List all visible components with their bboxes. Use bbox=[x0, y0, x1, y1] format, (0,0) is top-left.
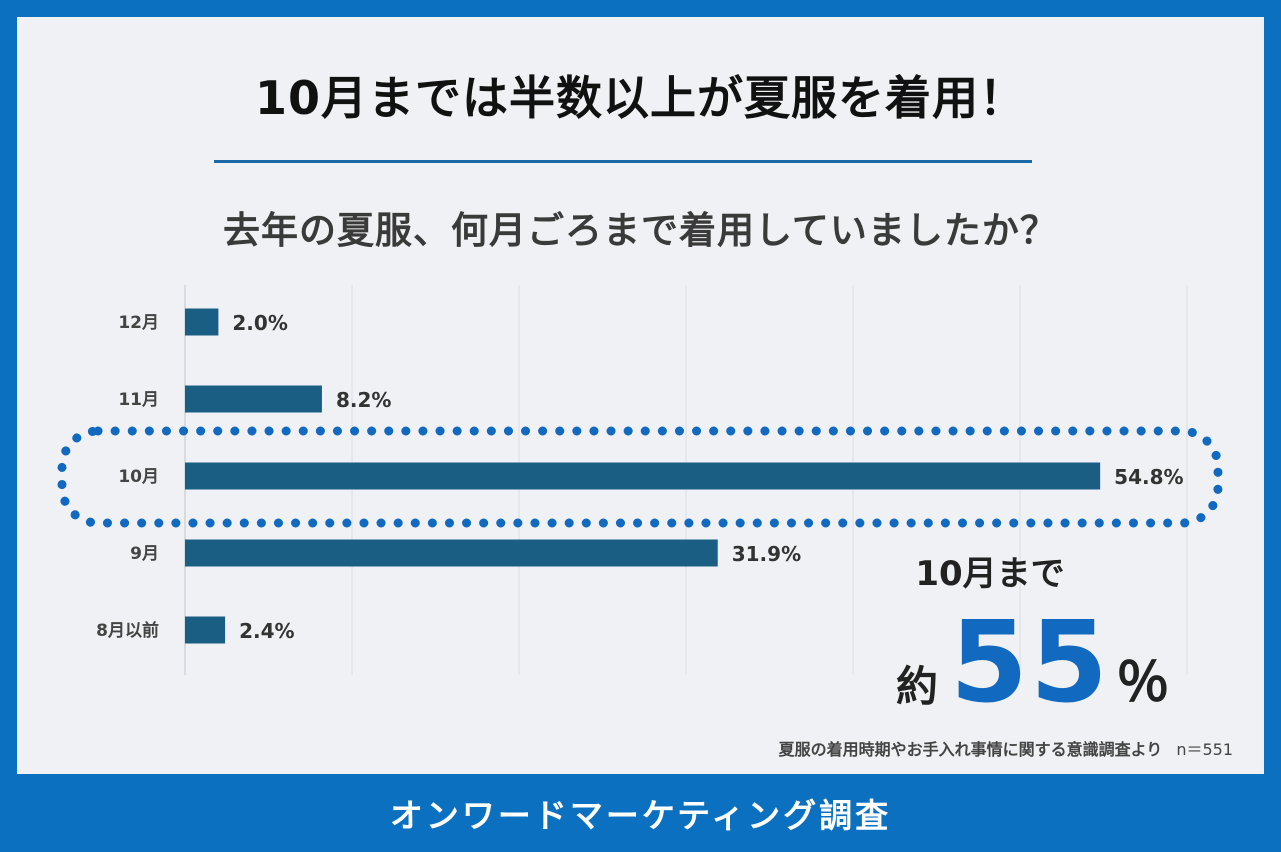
bar bbox=[185, 308, 219, 336]
data-label: 2.0% bbox=[232, 311, 287, 335]
category-label: 11月 bbox=[118, 390, 159, 410]
sample-size: n＝551 bbox=[1176, 740, 1233, 759]
category-label: 12月 bbox=[118, 313, 159, 333]
category-label: 10月 bbox=[118, 467, 159, 487]
bar bbox=[185, 385, 322, 413]
title-divider bbox=[214, 160, 1032, 163]
callout-number: 55 bbox=[950, 598, 1110, 728]
data-label: 54.8% bbox=[1114, 465, 1183, 489]
category-label: 8月以前 bbox=[96, 620, 159, 641]
category-label: 9月 bbox=[130, 544, 159, 564]
data-label: 8.2% bbox=[336, 388, 391, 412]
bar bbox=[185, 616, 226, 644]
source-text: 夏服の着用時期やお手入れ事情に関する意識調査より bbox=[778, 740, 1163, 759]
bar bbox=[185, 462, 1101, 490]
bar bbox=[185, 539, 718, 567]
headline: 10月までは半数以上が夏服を着用！ bbox=[254, 71, 1026, 125]
callout-value: 約 55 ％ bbox=[896, 598, 1170, 728]
footer-banner: オンワードマーケティング調査 bbox=[389, 796, 892, 835]
source-note: 夏服の着用時期やお手入れ事情に関する意識調査より n＝551 bbox=[779, 736, 1233, 760]
survey-question: 去年の夏服、何月ごろまで着用していましたか？ bbox=[223, 209, 1058, 252]
callout-unit: ％ bbox=[1115, 651, 1170, 714]
callout-label: 10月まで bbox=[915, 554, 1065, 594]
callout-prefix: 約 bbox=[896, 662, 939, 711]
data-label: 2.4% bbox=[239, 619, 294, 643]
data-label: 31.9% bbox=[732, 542, 801, 566]
highlight-dotted-frame bbox=[57, 426, 1223, 528]
